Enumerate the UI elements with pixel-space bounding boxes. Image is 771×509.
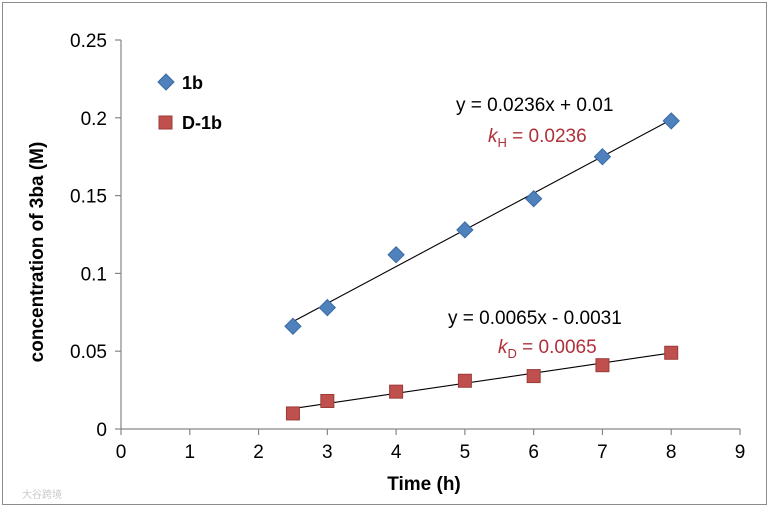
x-tick-label: 5 <box>460 442 471 463</box>
legend-label-1b: 1b <box>182 73 203 93</box>
legend: 1b D-1b <box>157 73 222 133</box>
x-tick-label: 1 <box>184 442 195 463</box>
k-symbol: k <box>488 126 499 147</box>
data-point-1b <box>387 246 405 264</box>
data-point-1b <box>456 221 474 239</box>
watermark: 大谷跨境 <box>22 488 62 501</box>
trendlines <box>292 119 672 410</box>
y-axis-title: concentration of 3ba (M) <box>27 142 48 363</box>
data-point-d1b <box>320 393 335 408</box>
x-tick-label: 3 <box>322 442 333 463</box>
data-point-d1b <box>595 358 610 373</box>
data-point-1b <box>284 317 302 336</box>
trendline-d1b <box>292 352 672 410</box>
legend-label-d1b: D-1b <box>182 113 222 133</box>
y-tick-label: 0.1 <box>81 264 107 285</box>
data-point-1b <box>318 298 337 317</box>
y-tick-label: 0.25 <box>70 31 107 52</box>
annotation-d1b: y = 0.0065x - 0.0031 kD = 0.0065 <box>448 308 622 361</box>
k-symbol: k <box>498 337 509 358</box>
y-tick-label: 0.15 <box>70 187 107 208</box>
y-tick-label: 0.2 <box>81 109 107 130</box>
trendline-1b <box>292 119 672 323</box>
rate-constant-1b: kH = 0.0236 <box>488 126 587 150</box>
data-point-1b <box>524 190 543 208</box>
x-tick-label: 6 <box>528 442 539 463</box>
data-point-d1b <box>285 406 300 421</box>
equation-1b: y = 0.0236x + 0.01 <box>456 95 613 116</box>
data-point-1b <box>593 147 612 166</box>
x-tick-label: 0 <box>116 442 127 463</box>
y-tick-label: 0 <box>96 420 107 441</box>
data-points <box>284 112 680 421</box>
data-point-d1b <box>664 345 679 360</box>
x-tick-label: 7 <box>597 442 608 463</box>
rate-constant-d1b: kD = 0.0065 <box>498 337 597 361</box>
y-tick-label: 0.05 <box>70 342 107 363</box>
legend-marker-1b <box>157 73 175 91</box>
data-point-d1b <box>526 369 541 384</box>
annotation-1b: y = 0.0236x + 0.01 kH = 0.0236 <box>456 95 613 150</box>
x-tick-label: 2 <box>253 442 264 463</box>
x-tick-label: 9 <box>735 442 746 463</box>
axes: 0 1 2 3 4 5 6 7 8 9 0 0.05 0.1 0.15 0.2 0.25 <box>70 31 745 463</box>
x-tick-label: 8 <box>666 442 677 463</box>
data-point-d1b <box>457 373 472 388</box>
data-point-1b <box>662 112 680 130</box>
k-value: = 0.0065 <box>517 337 597 358</box>
x-axis-title: Time (h) <box>387 474 461 495</box>
x-tick-label: 4 <box>391 442 402 463</box>
k-subscript: H <box>498 135 507 150</box>
data-point-d1b <box>389 384 404 399</box>
k-subscript: D <box>508 346 517 361</box>
legend-marker-d1b <box>158 115 173 130</box>
equation-d1b: y = 0.0065x - 0.0031 <box>448 308 622 329</box>
k-value: = 0.0236 <box>507 126 587 147</box>
